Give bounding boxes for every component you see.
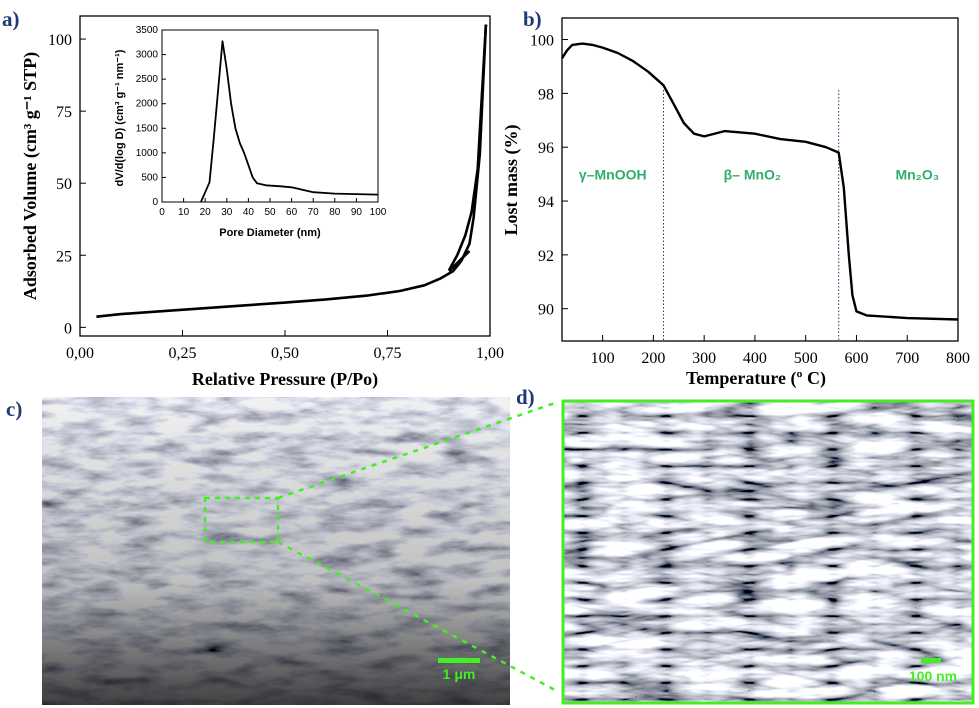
sem-image-low-mag: 1 μm [42, 397, 510, 705]
x-tick-label: 70 [308, 207, 320, 218]
y-tick-label: 2500 [136, 74, 159, 85]
y-tick-label: 50 [56, 176, 72, 193]
x-tick-label: 100 [370, 207, 387, 218]
zoom-connector-bottom [277, 540, 556, 692]
x-tick-label: 0,00 [66, 345, 94, 362]
x-tick-label: 30 [221, 207, 233, 218]
y-tick-label: 3500 [136, 25, 159, 36]
y-axis-title: Lost mass (%) [501, 124, 522, 235]
y-tick-label: 94 [538, 194, 554, 211]
y-tick-label: 90 [538, 302, 554, 319]
tga-chart: 100 200 300 400 500 600 700 800 90 92 94 96 98 100 γ–… [501, 17, 970, 389]
x-tick-label: 90 [351, 207, 363, 218]
y-tick-label: 0 [152, 197, 158, 208]
annotation-group: γ–MnOOH β– MnO₂ Mn₂O₃ [579, 167, 939, 183]
x-axis-title: Relative Pressure (P/Po) [192, 369, 378, 390]
x-tick-label: 200 [641, 350, 665, 367]
series-line [447, 24, 488, 271]
y-tick-label: 100 [48, 32, 72, 49]
series-line [448, 250, 471, 273]
x-tick-label: 500 [794, 350, 818, 367]
x-tick-label: 800 [946, 350, 970, 367]
y-tick-label: 100 [530, 33, 554, 50]
y-tick-label: 98 [538, 86, 554, 103]
y-tick-label: 2000 [136, 99, 159, 110]
y-tick-label: 75 [56, 104, 72, 121]
x-tick-label: 80 [329, 207, 341, 218]
x-tick-label: 0,75 [374, 345, 402, 362]
x-tick-label: 1,00 [476, 345, 504, 362]
x-tick-label: 600 [844, 350, 868, 367]
sem-shading [42, 397, 510, 705]
phase-label: β– MnO₂ [724, 167, 782, 183]
x-axis-title: Temperature (º C) [686, 368, 826, 389]
inset-series-group [200, 40, 379, 203]
inset-y-axis-title: dV/d(log D) (cm³ g⁻¹ nm⁻¹) [114, 49, 126, 186]
sem-texture [563, 401, 973, 703]
panel-label-b: b) [523, 7, 542, 31]
x-tick-label: 60 [286, 207, 298, 218]
scale-bar-label: 1 μm [443, 666, 476, 682]
x-tick-label: 40 [243, 207, 255, 218]
zoom-region-box [203, 496, 280, 544]
sem-image-high-mag: 100 nm [561, 399, 975, 705]
x-tick-label: 0,25 [169, 345, 197, 362]
x-tick-label: 0 [159, 207, 165, 218]
phase-label: Mn₂O₃ [895, 167, 939, 183]
y-tick-label: 3000 [136, 50, 159, 61]
plot-frame [561, 17, 959, 342]
series-group [560, 42, 959, 321]
x-tick-label: 400 [743, 350, 767, 367]
pore-size-inset: 0 10 20 30 40 50 60 70 80 90 100050010001500200025… [114, 25, 387, 239]
series-line [200, 40, 379, 203]
panel-label-c: c) [6, 397, 22, 421]
x-tick-label: 300 [692, 350, 716, 367]
scale-bar [438, 658, 480, 663]
panel-label-d: d) [516, 385, 535, 409]
y-tick-label: 25 [56, 248, 72, 265]
x-tick-label: 700 [895, 350, 919, 367]
series-group [96, 24, 488, 318]
scale-bar-label: 100 nm [909, 668, 957, 684]
x-tick-label: 100 [591, 350, 615, 367]
y-tick-label: 0 [64, 320, 72, 337]
y-tick-label: 92 [538, 248, 554, 265]
x-tick-label: 20 [200, 207, 212, 218]
y-tick-label: 1000 [136, 148, 159, 159]
zoom-connector-top [277, 401, 556, 500]
zoom-frame [561, 399, 975, 705]
y-axis-title: Adsorbed Volume (cm³ g⁻¹ STP) [20, 52, 41, 300]
y-tick-label: 1500 [136, 123, 159, 134]
scale-bar [921, 658, 941, 663]
inset-x-axis-title: Pore Diameter (nm) [219, 227, 321, 239]
y-tick-label: 500 [141, 172, 158, 183]
inset-frame [161, 29, 379, 203]
tick-group: 100 200 300 400 500 600 700 800 90 92 94 96 98 100 [530, 33, 970, 367]
y-tick-label: 96 [538, 140, 554, 157]
phase-label: γ–MnOOH [579, 167, 647, 183]
inset-tick-group: 0 10 20 30 40 50 60 70 80 90 100050010001500200025… [136, 25, 387, 218]
x-tick-label: 0,50 [271, 345, 299, 362]
x-tick-label: 10 [178, 207, 190, 218]
series-line [560, 42, 959, 321]
x-tick-label: 50 [264, 207, 276, 218]
panel-label-a: a) [2, 7, 20, 31]
series-line [96, 24, 488, 318]
